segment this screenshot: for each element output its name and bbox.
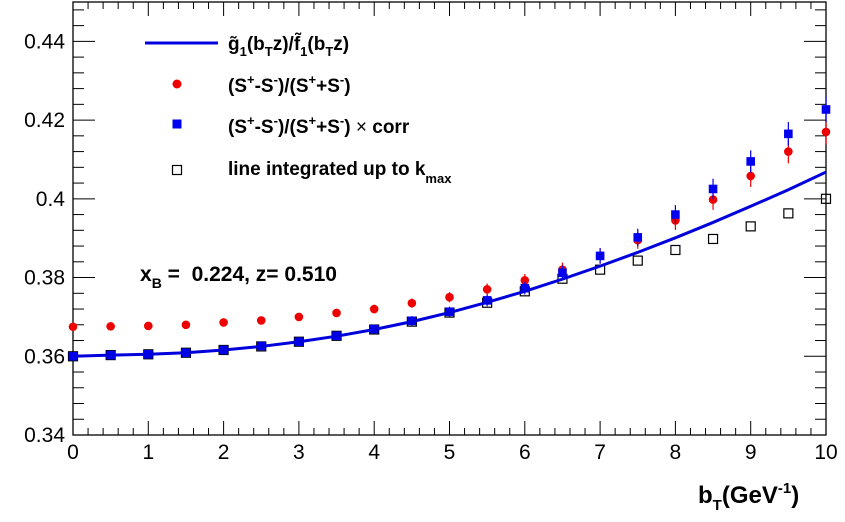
x-tick-label: 4: [368, 441, 380, 464]
legend-label-asymmetry: (S+-S-)/(S++S-): [228, 72, 351, 97]
data-point-circle: [106, 322, 115, 331]
x-tick-label: 1: [142, 441, 154, 464]
data-point-circle: [746, 171, 755, 181]
data-point-circle: [445, 292, 454, 302]
legend-g-tilde: g̃: [228, 34, 240, 55]
series-circle: [68, 119, 831, 332]
series-layer: [67, 96, 832, 362]
y-tick-label: 0.38: [24, 267, 65, 290]
series-square: [68, 96, 831, 361]
data-point-square: [784, 129, 793, 139]
legend-label-line-integrated: line integrated up to kmax: [228, 159, 452, 186]
x-tick-label: 0: [67, 441, 79, 464]
y-tick-label: 0.44: [24, 30, 65, 53]
data-point-open-square: [820, 193, 832, 204]
data-point-circle: [407, 298, 417, 308]
y-tick-label: 0.34: [24, 424, 65, 447]
x-tick-label: 6: [519, 441, 531, 464]
data-point-open-square: [632, 255, 643, 266]
legend: g̃1(bTz)/f̃1(bTz) (S+-S-)/(S++S-) (S+-S-…: [145, 32, 452, 186]
x-tick-label: 5: [444, 441, 456, 464]
kinematics-annotation: xB = 0.224, z= 0.510: [140, 263, 337, 291]
x-axis-tick-labels: 0 1 2 3 4 5 6 7 8 9 10: [67, 441, 838, 464]
x-tick-label: 10: [814, 441, 837, 464]
data-point-circle: [68, 322, 78, 332]
legend-blue-square-swatch: [172, 119, 182, 129]
y-axis-ticks: [73, 9, 826, 436]
data-point-circle: [821, 127, 831, 137]
legend-open-square-swatch: [171, 164, 183, 176]
data-point-circle: [294, 312, 304, 322]
data-point-circle: [369, 304, 379, 314]
x-axis-label: bT(GeV-1): [698, 480, 799, 514]
data-point-open-square: [670, 244, 681, 256]
series-line: [72, 170, 827, 358]
data-point-circle: [482, 285, 492, 294]
x-axis-ticks: [72, 2, 827, 435]
data-point-open-square: [745, 221, 756, 232]
data-point-circle: [144, 321, 153, 331]
data-point-square: [68, 351, 78, 361]
data-point-square: [482, 296, 492, 305]
y-tick-label: 0.42: [24, 109, 65, 132]
data-point-square: [821, 105, 831, 114]
y-axis-tick-labels: 0.34 0.36 0.38 0.4 0.42 0.44: [24, 30, 65, 447]
data-point-square: [595, 251, 605, 261]
data-point-square: [633, 233, 643, 242]
x-tick-label: 8: [670, 441, 682, 464]
legend-red-circle-swatch: [172, 79, 182, 89]
data-point-square: [558, 268, 567, 278]
data-point-square: [671, 210, 680, 219]
data-point-square: [746, 157, 755, 166]
data-point-circle: [520, 276, 530, 285]
data-point-circle: [256, 316, 266, 325]
x-tick-label: 2: [218, 441, 230, 464]
plot-frame: [72, 1, 827, 436]
y-tick-label: 0.36: [24, 345, 65, 368]
x-tick-label: 9: [745, 441, 757, 464]
data-point-square: [520, 283, 530, 293]
data-point-circle: [332, 308, 341, 318]
plot-border: [72, 1, 827, 436]
legend-label-ratio-g1-f1: g̃1(bTz)/f̃1(bTz): [228, 32, 349, 59]
x-tick-label: 3: [293, 441, 305, 464]
data-point-open-square: [707, 233, 719, 245]
curve-line: [72, 170, 827, 358]
data-point-square: [708, 184, 718, 194]
data-point-circle: [708, 195, 718, 204]
data-point-circle: [219, 318, 228, 327]
data-point-open-square: [783, 208, 794, 219]
legend-label-asymmetry-corr: (S+-S-)/(S++S-) × corr: [228, 113, 410, 138]
y-tick-label: 0.4: [36, 188, 66, 211]
legend-sub: 1: [240, 44, 247, 59]
x-tick-label: 7: [594, 441, 606, 464]
data-point-circle: [784, 147, 793, 156]
data-point-circle: [181, 320, 191, 330]
